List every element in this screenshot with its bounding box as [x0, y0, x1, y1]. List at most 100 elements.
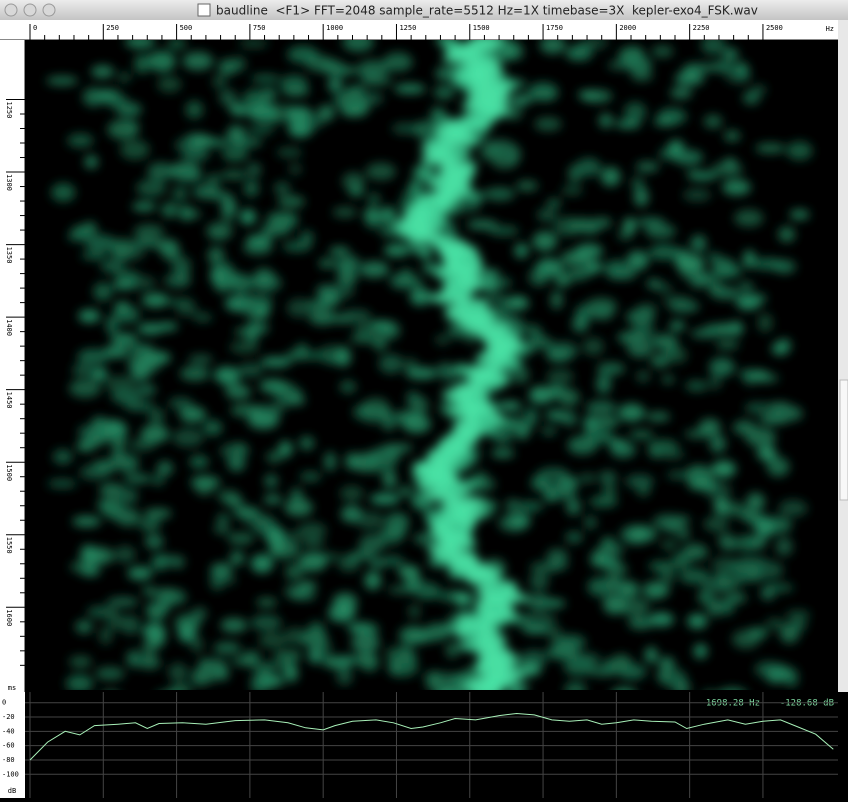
- noise-blob: [53, 449, 73, 464]
- minimize-button[interactable]: [24, 4, 36, 16]
- noise-blob: [572, 316, 589, 332]
- noise-blob: [192, 607, 208, 620]
- noise-blob: [609, 439, 626, 449]
- zoom-button[interactable]: [43, 4, 55, 16]
- noise-blob: [529, 572, 548, 590]
- noise-blob: [619, 598, 650, 616]
- noise-blob: [547, 199, 561, 208]
- y-tick-label: -100: [2, 770, 19, 778]
- noise-blob: [672, 553, 691, 570]
- signal-blob: [501, 401, 521, 411]
- signal-blob: [480, 269, 500, 279]
- noise-blob: [107, 597, 139, 606]
- noise-blob: [661, 540, 678, 550]
- noise-blob: [602, 659, 615, 674]
- noise-blob: [272, 213, 298, 229]
- noise-blob: [584, 428, 614, 444]
- noise-blob: [351, 551, 375, 560]
- noise-blob: [337, 667, 353, 685]
- noise-blob: [141, 293, 169, 308]
- noise-blob: [251, 554, 273, 573]
- noise-blob: [340, 486, 364, 502]
- x-tick-label: 750: [253, 24, 266, 32]
- noise-blob: [144, 508, 171, 518]
- noise-blob: [735, 63, 748, 73]
- noise-blob: [78, 425, 94, 439]
- noise-blob: [275, 382, 293, 391]
- noise-blob: [592, 217, 612, 228]
- noise-blob: [107, 120, 138, 140]
- noise-blob: [48, 479, 77, 488]
- signal-blob: [451, 77, 471, 87]
- noise-blob: [359, 72, 381, 82]
- noise-blob: [790, 210, 810, 220]
- noise-blob: [220, 443, 250, 459]
- noise-blob: [230, 341, 260, 353]
- noise-blob: [446, 642, 459, 658]
- noise-blob: [687, 614, 707, 629]
- noise-blob: [128, 567, 153, 580]
- noise-blob: [400, 277, 423, 287]
- noise-blob: [384, 244, 410, 257]
- noise-blob: [287, 298, 311, 317]
- noise-blob: [647, 439, 678, 454]
- noise-blob: [626, 309, 655, 324]
- noise-blob: [222, 146, 248, 162]
- noise-blob: [624, 102, 646, 122]
- noise-blob: [114, 306, 140, 324]
- y-tick-label: -20: [2, 713, 15, 721]
- noise-blob: [304, 115, 324, 129]
- noise-blob: [284, 585, 306, 598]
- noise-blob: [340, 90, 364, 109]
- noise-blob: [547, 342, 578, 360]
- noise-blob: [182, 209, 202, 219]
- noise-blob: [712, 460, 736, 477]
- noise-blob: [492, 432, 513, 443]
- noise-blob: [191, 636, 204, 653]
- noise-blob: [708, 252, 721, 261]
- noise-blob: [366, 163, 396, 180]
- noise-blob: [293, 564, 305, 579]
- noise-blob: [566, 498, 581, 515]
- noise-blob: [229, 274, 253, 293]
- noise-blob: [351, 634, 380, 653]
- noise-blob: [408, 604, 421, 618]
- noise-blob: [210, 571, 224, 591]
- noise-blob: [662, 295, 690, 305]
- noise-blob: [530, 562, 561, 573]
- noise-blob: [210, 265, 223, 285]
- noise-blob: [95, 667, 124, 680]
- noise-blob: [87, 606, 118, 618]
- noise-blob: [721, 501, 743, 517]
- noise-blob: [434, 85, 455, 99]
- signal-blob: [501, 359, 521, 369]
- noise-blob: [214, 367, 240, 384]
- noise-blob: [188, 355, 213, 365]
- noise-blob: [670, 87, 692, 99]
- noise-blob: [546, 369, 574, 384]
- noise-blob: [212, 74, 227, 89]
- noise-blob: [114, 246, 145, 261]
- noise-blob: [171, 560, 184, 568]
- noise-blob: [77, 349, 109, 365]
- noise-blob: [586, 401, 617, 415]
- signal-blob: [448, 461, 468, 471]
- noise-blob: [289, 163, 301, 174]
- noise-blob: [755, 144, 785, 153]
- noise-blob: [717, 323, 743, 336]
- noise-blob: [525, 612, 556, 627]
- noise-blob: [111, 333, 137, 345]
- scrollbar[interactable]: [838, 20, 848, 692]
- scroll-thumb[interactable]: [840, 380, 848, 500]
- noise-blob: [176, 305, 198, 316]
- close-button[interactable]: [5, 4, 17, 16]
- noise-blob: [561, 250, 589, 266]
- noise-blob: [93, 282, 112, 301]
- noise-blob: [555, 635, 586, 650]
- noise-blob: [505, 499, 520, 512]
- noise-blob: [301, 539, 325, 547]
- noise-blob: [261, 674, 284, 687]
- noise-blob: [84, 222, 97, 232]
- noise-blob: [256, 114, 282, 123]
- noise-blob: [241, 294, 273, 309]
